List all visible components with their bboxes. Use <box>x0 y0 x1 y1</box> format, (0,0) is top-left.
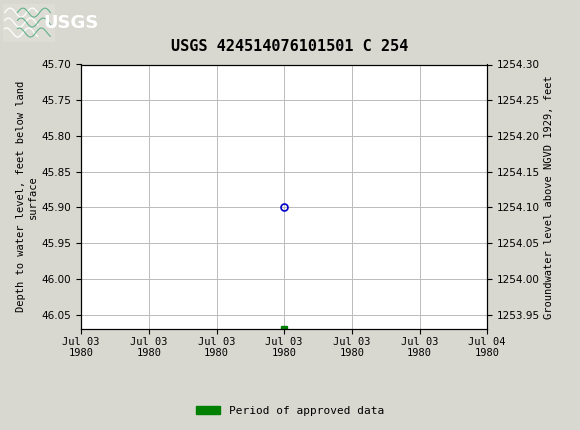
Text: USGS: USGS <box>44 14 99 31</box>
Legend: Period of approved data: Period of approved data <box>191 401 389 420</box>
Y-axis label: Depth to water level, feet below land
surface: Depth to water level, feet below land su… <box>16 81 38 312</box>
Bar <box>3 3 55 42</box>
Y-axis label: Groundwater level above NGVD 1929, feet: Groundwater level above NGVD 1929, feet <box>544 75 554 319</box>
Text: USGS 424514076101501 C 254: USGS 424514076101501 C 254 <box>171 39 409 54</box>
